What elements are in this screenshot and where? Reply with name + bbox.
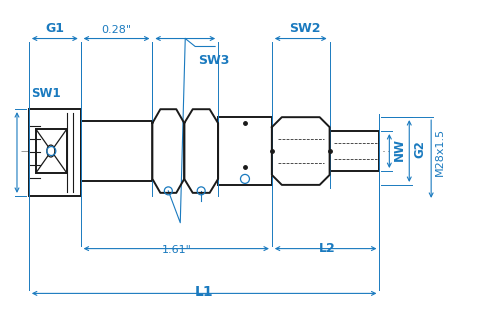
Text: G2: G2: [413, 140, 426, 158]
Text: M28x1.5: M28x1.5: [435, 127, 445, 176]
Ellipse shape: [47, 145, 55, 157]
Bar: [29, 109, 81, 196]
Text: L1: L1: [195, 285, 214, 299]
Bar: [218, 117, 272, 185]
Text: G1: G1: [45, 21, 64, 34]
Text: SW1: SW1: [31, 87, 60, 100]
Bar: [36, 129, 67, 173]
Text: NW: NW: [393, 137, 407, 161]
Text: L2: L2: [319, 241, 336, 255]
Text: 1.61": 1.61": [161, 245, 191, 255]
Polygon shape: [152, 109, 184, 193]
Bar: [81, 121, 152, 181]
Polygon shape: [184, 109, 218, 193]
Polygon shape: [272, 117, 330, 185]
Bar: [330, 131, 379, 171]
Text: 0.28": 0.28": [101, 25, 132, 34]
Text: SW2: SW2: [289, 21, 321, 34]
Text: SW3: SW3: [198, 54, 229, 67]
